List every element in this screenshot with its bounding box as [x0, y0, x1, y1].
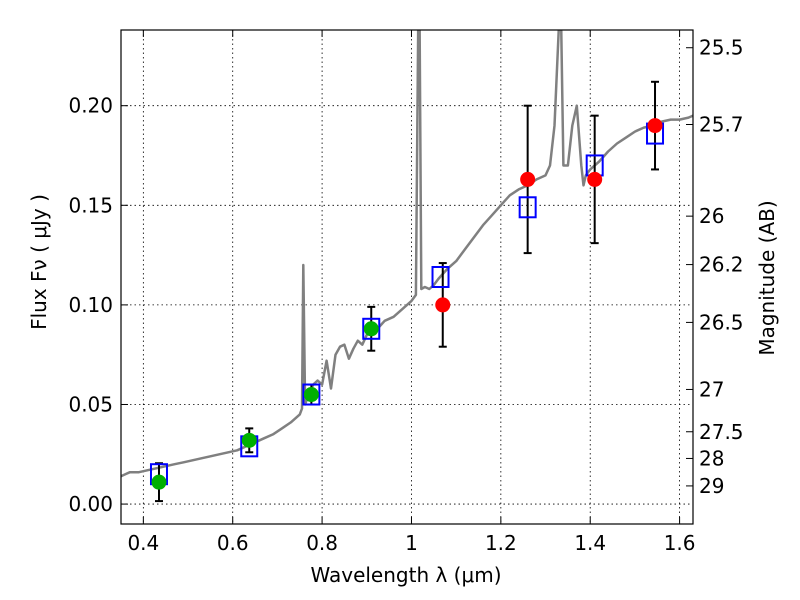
mag-tick-label: 26.5: [699, 310, 744, 334]
y-tick-label: 0.05: [68, 392, 113, 416]
red-point: [435, 297, 451, 313]
blue-square-marker: [518, 196, 537, 219]
y-tick-label: 0.20: [68, 94, 113, 118]
plot-area: [121, 30, 693, 503]
x-tick-label: 1.4: [574, 531, 606, 555]
axes: 0.4 0.6 0.8 1 1.2 1.4 1.6 0.00 0.05 0.10 0.15 0.20 2…: [68, 29, 744, 555]
grid: [121, 30, 693, 524]
x-tick-label: 1.6: [664, 531, 696, 555]
mag-tick-label: 25.7: [699, 113, 744, 137]
axes-frame: [120, 29, 694, 525]
green-point: [363, 321, 379, 337]
mag-tick-label: 28: [699, 446, 724, 470]
x-tick-label: 0.4: [127, 531, 159, 555]
mag-tick-label: 27: [699, 377, 724, 401]
y-tick-label: 0.10: [68, 293, 113, 317]
y2-axis-label: Magnitude (AB): [755, 200, 779, 355]
mag-tick-label: 26.2: [699, 253, 744, 277]
red-point: [647, 118, 663, 134]
green-point: [151, 474, 167, 490]
mag-tick-label: 29: [699, 474, 724, 498]
green-point: [303, 387, 319, 403]
y-axis-label: Flux Fν ( μJy ): [27, 194, 51, 330]
blue-square-marker: [431, 266, 450, 288]
red-point: [587, 171, 603, 187]
x-tick-label: 0.8: [306, 531, 338, 555]
mag-tick-label: 27.5: [699, 420, 744, 444]
mag-tick-label: 25.5: [699, 36, 744, 60]
blue-square-marker: [302, 383, 321, 406]
mag-tick-label: 26: [699, 204, 724, 228]
x-tick-label: 0.6: [217, 531, 249, 555]
x-tick-label: 1: [405, 531, 418, 555]
red-point: [520, 171, 536, 187]
y-tick-label: 0.00: [68, 492, 113, 516]
y-tick-label: 0.15: [68, 193, 113, 217]
blue-square-marker: [362, 317, 381, 340]
x-tick-label: 1.2: [485, 531, 517, 555]
spectrum-line: [121, 30, 693, 478]
plot-clip-group: [121, 30, 693, 503]
green-point: [241, 432, 257, 448]
x-axis-label: Wavelength λ (μm): [310, 563, 501, 587]
